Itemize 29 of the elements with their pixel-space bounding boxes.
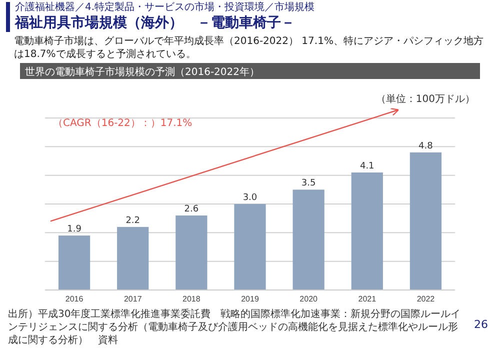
data-label: 4.8	[418, 141, 434, 152]
bar	[410, 152, 442, 290]
data-label: 1.9	[67, 224, 82, 235]
x-tick-label: 2020	[300, 294, 318, 304]
bar	[117, 226, 149, 290]
chart-title: 福祉用具市場規模（海外） －電動車椅子－	[15, 14, 296, 32]
text: 出所）平成30年度工業標準化推進事業委託費 戦略的国際標準化加速事業：新規分野の国際ルールインテリジェンスに関する分析（電動車椅子及び介護用ベッドの高機能化を見据えた標準化やルール形成に関する分析） 資料	[8, 308, 462, 347]
x-tick-label: 2021	[358, 294, 377, 304]
x-tick-label: 2019	[241, 294, 260, 304]
bar	[292, 190, 324, 290]
bar	[234, 204, 266, 290]
bar	[351, 172, 383, 290]
x-tick-label: 2017	[124, 294, 142, 304]
chart-subtitle: 世界の電動車椅子市場規模の予測（2016-2022年）	[25, 66, 260, 78]
annotation: （CAGR（16-22）：）17.1%	[53, 118, 192, 129]
x-tick-label: 2016	[65, 294, 84, 304]
bar	[58, 236, 90, 290]
data-label: 2.2	[126, 216, 140, 226]
text: 電動車椅子市場は、グローバルで年平均成長率（2016-2022） 17.1%、特にアジア・パシフィック地方は18.7%で成長すると予測されている。	[14, 35, 484, 61]
x-tick-label: 2018	[182, 294, 201, 304]
x-tick-label: 2022	[416, 294, 436, 304]
text: 介護福祉機器／4.特定製品・サービスの市場・投資環境／市場規模	[15, 2, 315, 14]
data-label: 3.5	[301, 178, 316, 189]
data-label: 4.1	[360, 161, 374, 172]
data-label: 3.0	[242, 193, 258, 203]
text: 26	[474, 318, 488, 331]
bar	[176, 215, 208, 290]
text: （単位：100万ドル）	[376, 93, 475, 105]
data-label: 2.6	[184, 204, 199, 214]
